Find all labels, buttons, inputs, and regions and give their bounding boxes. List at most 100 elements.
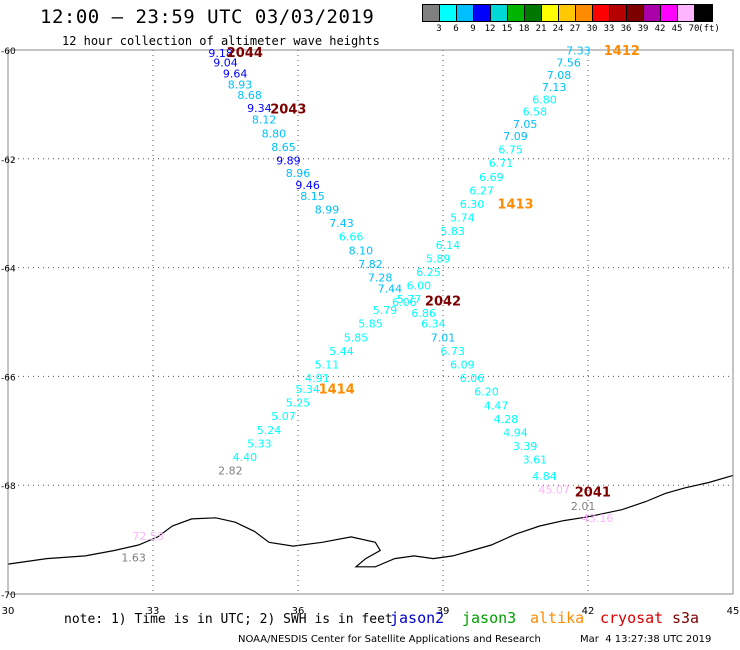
wave-height-value: 7.28 bbox=[368, 271, 393, 284]
map-frame bbox=[7, 49, 734, 595]
wave-height-value: 8.65 bbox=[271, 141, 296, 154]
wave-height-value: 4.84 bbox=[532, 470, 557, 483]
coastline-path bbox=[7, 474, 734, 568]
legend-swatch bbox=[440, 5, 457, 21]
wave-height-value: 7.43 bbox=[329, 217, 354, 230]
satellite-label-jason2: jason2 bbox=[390, 609, 445, 627]
lon-tick-label: 42 bbox=[582, 606, 595, 617]
pass-time-label: 2043 bbox=[270, 102, 306, 117]
wave-height-value: 4.91 bbox=[305, 372, 330, 385]
pass-time-label: 1414 bbox=[319, 383, 355, 398]
lat-tick-label: -68 bbox=[1, 482, 16, 492]
wave-height-value: 3.39 bbox=[513, 440, 538, 453]
wave-height-value: 5.44 bbox=[329, 345, 354, 358]
lat-tick-label: -64 bbox=[1, 265, 16, 275]
credit-line: NOAA/NESDIS Center for Satellite Applica… bbox=[238, 634, 541, 645]
wave-height-value: 2.01 bbox=[571, 500, 596, 513]
wave-height-value: 7.56 bbox=[556, 57, 581, 70]
pass-time-label: 2042 bbox=[425, 294, 461, 309]
page-title: 12:00 – 23:59 UTC 03/03/2019 bbox=[40, 6, 375, 28]
wave-height-value: 5.33 bbox=[247, 437, 272, 450]
wave-height-value: 8.80 bbox=[262, 127, 287, 140]
wave-height-value: 4.47 bbox=[484, 399, 509, 412]
wave-height-value: 9.18 bbox=[208, 47, 233, 60]
wave-height-value: 9.46 bbox=[295, 179, 320, 192]
wave-height-value: 9.89 bbox=[276, 155, 301, 168]
legend-label: 24 bbox=[552, 24, 564, 34]
legend-label: 45 bbox=[671, 24, 683, 34]
wave-height-readings: 9.189.049.648.938.689.348.128.808.659.89… bbox=[121, 45, 613, 565]
wave-height-value: 9.04 bbox=[213, 57, 238, 70]
pass-time-label: 2041 bbox=[575, 485, 611, 500]
wave-height-value: 9.34 bbox=[247, 102, 272, 115]
legend-swatch bbox=[457, 5, 474, 21]
wave-height-value: 5.77 bbox=[397, 293, 422, 306]
wave-height-value: 5.34 bbox=[295, 383, 320, 396]
legend-swatch bbox=[661, 5, 678, 21]
lon-tick-label: 39 bbox=[437, 606, 450, 617]
lat-tick-label: -60 bbox=[1, 47, 16, 57]
legend-swatch bbox=[627, 5, 644, 21]
map-grid bbox=[8, 50, 733, 594]
legend-label: 27 bbox=[569, 24, 581, 34]
wave-height-value: 6.66 bbox=[339, 231, 364, 244]
wave-height-value: 6.34 bbox=[421, 318, 446, 331]
legend-labels: 3 6 9 12 15 18 21 24 27 30 33 36 39 42 45 70 (ft) bbox=[422, 22, 720, 34]
wave-height-value: 6.14 bbox=[436, 239, 461, 252]
wave-height-value: 4.94 bbox=[503, 427, 528, 440]
legend-swatch bbox=[559, 5, 576, 21]
legend-swatch bbox=[695, 5, 712, 21]
satellite-label-cryosat: cryosat bbox=[600, 609, 664, 627]
footer-note: note: 1) Time is in UTC; 2) SWH is in fe… bbox=[64, 612, 393, 627]
legend-label: 6 bbox=[453, 24, 459, 34]
legend-label: 12 bbox=[484, 24, 496, 34]
wave-height-value: 6.73 bbox=[440, 345, 465, 358]
satellite-label-jason3: jason3 bbox=[462, 609, 517, 627]
wave-height-value: 5.85 bbox=[344, 331, 369, 344]
legend-swatch bbox=[644, 5, 661, 21]
color-legend: 3 6 9 12 15 18 21 24 27 30 33 36 39 42 45 70 (ft) bbox=[422, 4, 720, 34]
wave-height-value: 6.06 bbox=[392, 296, 417, 309]
wave-height-value: 4.40 bbox=[233, 451, 258, 464]
wave-height-value: 7.05 bbox=[513, 118, 538, 131]
pass-time-label: 1412 bbox=[604, 44, 640, 59]
satellite-label-altika: altika bbox=[530, 609, 585, 627]
wave-height-value: 6.58 bbox=[523, 106, 548, 119]
legend-swatches bbox=[422, 4, 713, 22]
legend-label: 15 bbox=[501, 24, 513, 34]
wave-height-value: 7.33 bbox=[566, 45, 591, 58]
pass-labels: 2044 2043 2042 2041 1412 1413 1414 bbox=[227, 44, 640, 500]
lat-tick-label: -66 bbox=[1, 373, 16, 383]
wave-height-value: 5.07 bbox=[271, 410, 296, 423]
pass-time-label: 1413 bbox=[497, 198, 533, 213]
lon-tick-label: 36 bbox=[292, 606, 305, 617]
wave-height-value: 6.00 bbox=[407, 280, 432, 293]
wave-height-value: 7.08 bbox=[547, 69, 572, 82]
wave-height-value: 8.12 bbox=[252, 114, 277, 127]
page-subtitle: 12 hour collection of altimeter wave hei… bbox=[62, 34, 380, 48]
legend-label: 3 bbox=[436, 24, 442, 34]
map-border bbox=[7, 49, 734, 595]
satellite-label-s3a: s3a bbox=[672, 609, 700, 627]
legend-label: 39 bbox=[637, 24, 649, 34]
legend-swatch bbox=[525, 5, 542, 21]
wave-height-value: 6.27 bbox=[469, 184, 494, 197]
legend-label: 36 bbox=[620, 24, 632, 34]
wave-height-value: 8.99 bbox=[315, 203, 340, 216]
timestamp: Mar 4 13:27:38 UTC 2019 bbox=[580, 634, 712, 645]
wave-height-value: 6.06 bbox=[460, 372, 485, 385]
wave-height-value: 7.01 bbox=[431, 331, 456, 344]
legend-label: 70 bbox=[688, 24, 700, 34]
legend-label: (ft) bbox=[698, 24, 720, 34]
wave-height-value: 7.82 bbox=[358, 258, 383, 271]
legend-swatch bbox=[576, 5, 593, 21]
pass-time-label: 2044 bbox=[227, 46, 263, 61]
legend-swatch bbox=[474, 5, 491, 21]
legend-swatch bbox=[508, 5, 525, 21]
legend-swatch bbox=[610, 5, 627, 21]
legend-swatch bbox=[678, 5, 695, 21]
wave-height-value: 8.68 bbox=[237, 89, 262, 102]
lat-tick-label: -62 bbox=[1, 156, 16, 166]
legend-label: 9 bbox=[470, 24, 476, 34]
wave-height-value: 6.86 bbox=[411, 307, 436, 320]
